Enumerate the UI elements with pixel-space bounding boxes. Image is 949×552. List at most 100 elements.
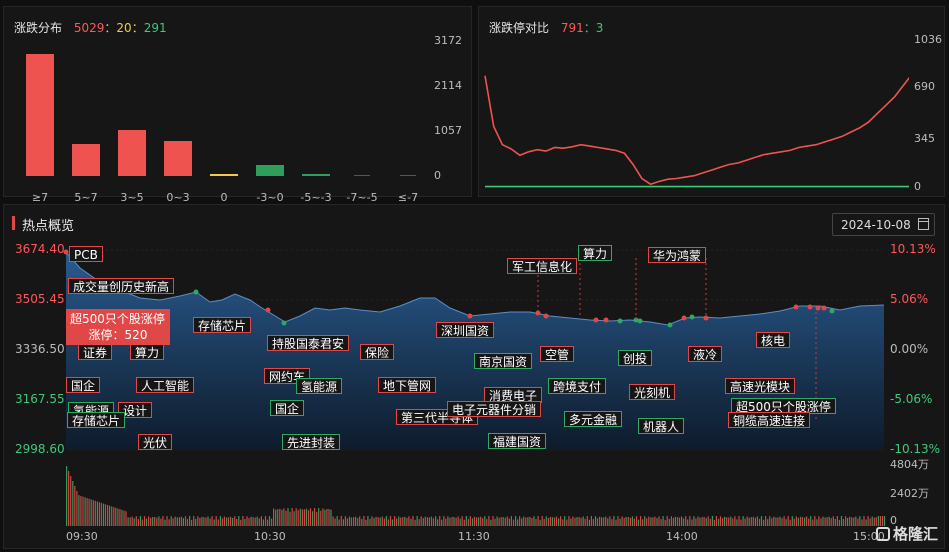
volume-bar: [676, 517, 679, 526]
hot-tag[interactable]: 跨境支付: [548, 378, 607, 394]
hot-tag[interactable]: 算力: [578, 245, 613, 261]
hot-tag[interactable]: 地下管网: [378, 377, 437, 393]
calendar-icon[interactable]: [918, 218, 929, 230]
hot-tag[interactable]: 深圳国资: [436, 322, 495, 338]
event-marker: [603, 317, 609, 323]
hot-tag[interactable]: 军工信息化: [507, 258, 578, 274]
volume-bar: [285, 510, 287, 526]
volume-bar: [500, 516, 502, 526]
hot-tag[interactable]: 国企: [270, 400, 305, 416]
hot-tag[interactable]: 铜缆高速连接: [728, 412, 811, 428]
dist-y-tick: 1057: [434, 124, 462, 137]
dist-category: 0: [220, 191, 228, 204]
volume-bar: [658, 516, 660, 526]
volume-bar: [617, 516, 619, 526]
hot-tag[interactable]: 液冷: [688, 346, 723, 362]
volume-bar: [715, 516, 717, 526]
hot-tag[interactable]: 存储芯片: [67, 412, 126, 428]
volume-bar: [428, 517, 430, 526]
hot-tag[interactable]: 机器人: [638, 418, 685, 434]
volume-bar: [170, 516, 172, 526]
volume-bar: [119, 509, 121, 526]
hot-tag[interactable]: 保险: [360, 344, 395, 360]
hot-tag[interactable]: 电子元器件分销: [447, 401, 542, 417]
event-marker: [821, 305, 827, 311]
hot-tag[interactable]: 光刻机: [629, 384, 676, 400]
hot-tag[interactable]: 存储芯片: [193, 317, 252, 333]
hot-tag[interactable]: 国企: [66, 377, 101, 393]
volume-bar: [592, 519, 594, 526]
volume-bar: [215, 516, 217, 526]
volume-bar: [182, 518, 184, 526]
volume-bar: [845, 516, 847, 526]
limit-y-tick: 0: [914, 180, 921, 193]
hot-tag[interactable]: PCB: [69, 246, 103, 262]
dist-bar: [118, 129, 146, 176]
volume-bar: [566, 519, 568, 526]
volume-bar: [148, 516, 150, 526]
volume-bar: [297, 510, 299, 526]
volume-bar: [695, 518, 697, 526]
volume-bar: [486, 519, 488, 526]
volume-bar: [420, 516, 422, 526]
volume-bar: [711, 516, 713, 526]
vol-tick: 4804万: [890, 458, 929, 471]
volume-bar: [574, 517, 576, 526]
limit-up-popup: 超500只个股涨停 涨停：520: [66, 309, 170, 345]
hot-tag[interactable]: 先进封装: [282, 434, 341, 450]
index-line: [65, 251, 885, 326]
volume-bar: [449, 517, 451, 526]
volume-bar: [301, 509, 303, 526]
volume-bar: [596, 518, 599, 526]
hot-tag[interactable]: 证券: [78, 344, 113, 360]
limit-down-count: 3: [595, 21, 604, 35]
volume-bar: [558, 518, 560, 526]
hot-tag[interactable]: 创投: [618, 350, 653, 366]
hot-tag[interactable]: 消费电子: [484, 387, 543, 403]
volume-bar: [359, 516, 361, 526]
volume-bar: [439, 516, 441, 526]
distribution-panel: 涨跌分布 5029：20：291 3172 2114 1057 0 ≥7 5~7 3…: [3, 6, 472, 204]
hot-tag[interactable]: 超500只个股涨停: [731, 398, 836, 414]
hot-tag[interactable]: 华为鸿蒙: [648, 247, 707, 263]
volume-bar: [318, 508, 320, 526]
hot-tag[interactable]: 人工智能: [136, 377, 195, 393]
volume-bar: [869, 518, 871, 526]
hot-tag[interactable]: 南京国资: [474, 353, 533, 369]
volume-bar: [644, 516, 646, 526]
hot-tag[interactable]: 多元金融: [564, 411, 623, 427]
hot-tag[interactable]: 设计: [118, 402, 153, 418]
event-marker: [807, 304, 813, 310]
volume-bar: [541, 516, 543, 526]
volume-bar: [102, 503, 105, 526]
hot-tag[interactable]: 氢能源: [296, 378, 343, 394]
hot-tag[interactable]: 福建国资: [488, 433, 547, 449]
volume-bar: [699, 517, 701, 526]
volume-bar: [615, 519, 617, 526]
volume-bar: [771, 518, 773, 526]
volume-bar: [515, 516, 517, 526]
event-marker: [793, 304, 799, 310]
dist-category: -5~-3: [300, 191, 332, 204]
hot-tag[interactable]: 持股国泰君安: [267, 335, 350, 351]
volume-bar: [697, 516, 699, 526]
volume-bar: [629, 517, 631, 526]
hot-tag[interactable]: 核电: [756, 332, 791, 348]
date-picker[interactable]: 2024-10-08: [832, 213, 935, 236]
event-marker: [617, 318, 623, 324]
volume-bar: [722, 518, 724, 526]
hot-tag[interactable]: 成交量创历史新高: [68, 278, 175, 294]
volume-bar: [264, 516, 267, 526]
volume-bar: [730, 516, 732, 526]
hot-tag[interactable]: 光伏: [138, 434, 173, 450]
volume-bar: [754, 517, 756, 526]
hot-tag[interactable]: 空管: [540, 346, 575, 362]
volume-bar: [113, 507, 115, 526]
date-value: 2024-10-08: [841, 218, 911, 232]
hot-tag[interactable]: 算力: [130, 344, 165, 360]
volume-bar: [309, 508, 312, 526]
hot-tag[interactable]: 高速光模块: [725, 378, 796, 394]
volume-bar: [531, 518, 533, 526]
volume-bar: [445, 518, 447, 526]
volume-bar: [463, 519, 465, 526]
